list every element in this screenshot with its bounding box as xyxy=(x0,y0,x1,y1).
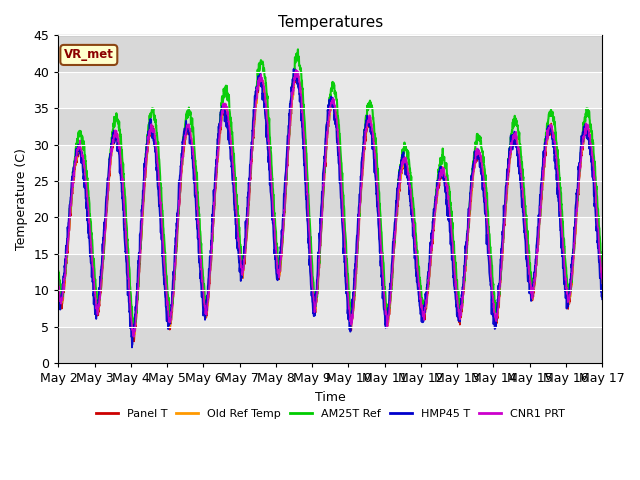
Title: Temperatures: Temperatures xyxy=(278,15,383,30)
Bar xyxy=(58,72,602,108)
Bar xyxy=(58,181,602,217)
Text: VR_met: VR_met xyxy=(64,48,114,61)
Bar xyxy=(58,144,602,181)
Bar xyxy=(58,326,602,363)
Bar xyxy=(58,290,602,326)
Bar xyxy=(58,254,602,290)
Bar xyxy=(58,108,602,144)
Bar xyxy=(58,36,602,72)
X-axis label: Time: Time xyxy=(315,391,346,404)
Y-axis label: Temperature (C): Temperature (C) xyxy=(15,148,28,250)
Legend: Panel T, Old Ref Temp, AM25T Ref, HMP45 T, CNR1 PRT: Panel T, Old Ref Temp, AM25T Ref, HMP45 … xyxy=(92,404,570,423)
Bar xyxy=(58,217,602,254)
